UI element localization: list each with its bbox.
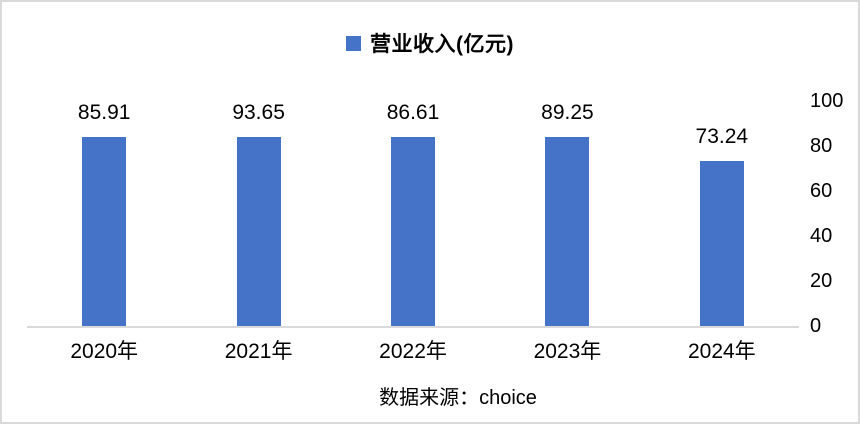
bars: 85.91 93.65 86.61 89.25 73.24 [27, 101, 799, 326]
y-axis-labels: 0 20 40 60 80 100 [810, 2, 858, 422]
bar-group: 93.65 [181, 101, 335, 326]
bar-group: 89.25 [490, 101, 644, 326]
bar-value-label: 85.91 [77, 101, 131, 124]
bar [391, 137, 436, 326]
source-note: 数据来源：choice [379, 387, 537, 409]
bar [236, 137, 281, 326]
y-tick-label: 80 [810, 135, 833, 157]
x-tick-label: 2021年 [224, 340, 293, 363]
x-tick-label: 2020年 [70, 340, 139, 363]
legend-marker-icon [346, 35, 361, 51]
x-tick-label: 2023年 [533, 340, 602, 363]
x-tick-label: 2022年 [379, 340, 447, 363]
chart-legend: 营业收入(亿元) [2, 28, 858, 58]
bar [82, 137, 127, 326]
bar-value-label: 93.65 [232, 101, 285, 124]
bar [699, 161, 744, 326]
bar-value-label: 89.25 [541, 101, 594, 124]
plot-area: 85.91 93.65 86.61 89.25 73.24 [27, 101, 799, 328]
y-tick-label: 60 [810, 180, 833, 202]
y-tick-label: 0 [810, 315, 822, 337]
bar-group: 85.91 [27, 101, 181, 326]
y-tick-label: 100 [810, 90, 844, 112]
bar-group: 73.24 [645, 101, 799, 326]
legend-label: 营业收入(亿元) [370, 33, 514, 56]
x-axis-labels: 2020年 2021年 2022年 2023年 2024年 [27, 338, 799, 366]
y-tick-label: 40 [810, 225, 833, 247]
y-tick-label: 20 [810, 270, 833, 292]
bar [545, 137, 590, 326]
x-tick-label: 2024年 [687, 340, 756, 363]
bar-value-label: 86.61 [386, 101, 440, 124]
bar-value-label: 73.24 [695, 125, 749, 149]
bar-group: 86.61 [336, 101, 490, 326]
